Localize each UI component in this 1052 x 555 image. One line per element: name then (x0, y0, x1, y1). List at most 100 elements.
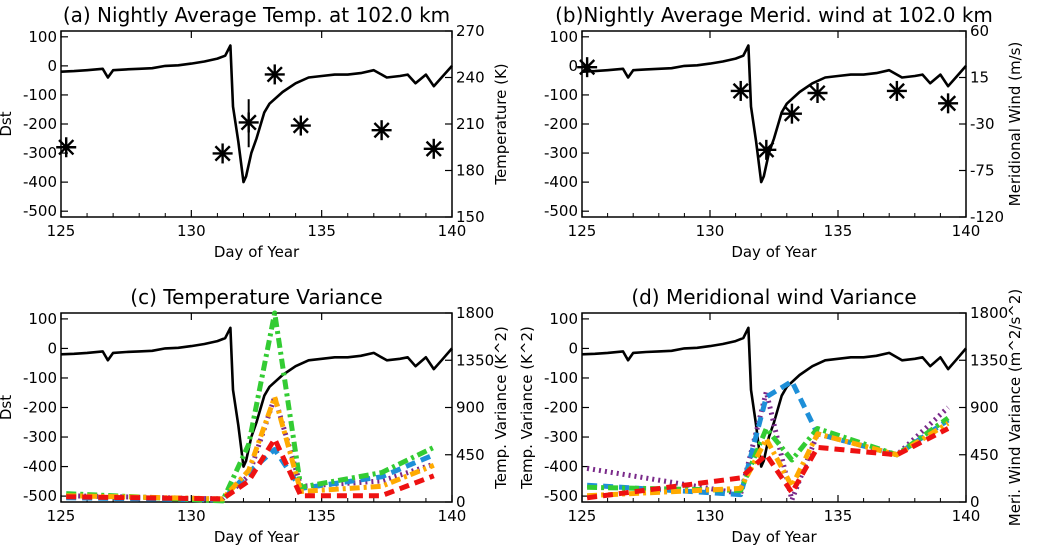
x-tick-label: 140 (438, 507, 467, 525)
asterisk-stroke (425, 140, 442, 157)
asterisk-stroke (240, 114, 257, 131)
asterisk-marker (730, 80, 751, 101)
x-tick-label: 135 (307, 507, 336, 525)
asterisk-stroke (888, 82, 905, 99)
y-left-tick-label: -100 (23, 369, 57, 387)
asterisk-marker (938, 93, 959, 114)
x-tick-label: 135 (824, 222, 853, 240)
asterisk-marker (781, 103, 802, 124)
series-line-blue-dashed (66, 447, 435, 503)
dst-line (581, 326, 967, 468)
y-left-tick-label: -200 (544, 115, 578, 133)
x-axis-label: Day of Year (214, 243, 300, 261)
y-right-tick-label: 450 (456, 446, 485, 464)
asterisk-stroke (58, 139, 75, 156)
asterisk-stroke (214, 145, 231, 162)
y-left-tick-label: -300 (23, 144, 57, 162)
chart-title: (b)Nightly Average Merid. wind at 102.0 … (555, 3, 993, 27)
x-tick-label: 125 (568, 222, 597, 240)
asterisk-stroke (732, 82, 749, 99)
y-left-axis-label: Dst (0, 111, 15, 136)
y-right-tick-label: 150 (456, 208, 485, 226)
y-left-tick-label: 0 (568, 339, 578, 357)
y-right-tick-label: 1350 (970, 351, 1008, 369)
asterisk-stroke (579, 59, 596, 76)
y-right-tick-label: 60 (970, 22, 989, 40)
x-axis-label: Day of Year (731, 243, 817, 261)
y-left-tick-label: -200 (23, 115, 57, 133)
y-right-tick-label: 1800 (456, 304, 494, 322)
y-left-tick-label: -100 (544, 369, 578, 387)
asterisk-marker (371, 120, 392, 141)
x-tick-label: 130 (696, 507, 725, 525)
chart-title: (d) Meridional wind Variance (631, 285, 916, 309)
panel-a: (a) Nightly Average Temp. at 102.0 km 125… (0, 3, 510, 261)
x-tick-label: 130 (696, 222, 725, 240)
y-right-tick-label: -120 (970, 208, 1004, 226)
y-right-tick-label: 180 (456, 162, 485, 180)
y-right-tick-label: 450 (970, 446, 999, 464)
y-right-tick-label: -30 (970, 115, 995, 133)
chart-title: (c) Temperature Variance (130, 285, 382, 309)
y-right-tick-label: 900 (456, 399, 485, 417)
asterisk-marker (238, 112, 259, 133)
y-right-axis-label: Temperature (K) (492, 63, 510, 185)
y-left-tick-label: 100 (28, 310, 57, 328)
y-right-tick-label: 0 (456, 493, 466, 511)
y-left-tick-label: -500 (23, 202, 57, 220)
asterisk-marker (886, 80, 907, 101)
asterisk-stroke (940, 95, 957, 112)
y-left-tick-label: 100 (549, 28, 578, 46)
x-tick-label: 125 (47, 222, 76, 240)
panel-c: (c) Temperature Variance 125 130 135 140 Day … (0, 285, 510, 546)
y-left-tick-label: -200 (23, 399, 57, 417)
asterisk-stroke (373, 122, 390, 139)
y-left-tick-label: -400 (23, 458, 57, 476)
y-left-axis-label: Dst (0, 395, 15, 420)
y-right-tick-label: 240 (456, 69, 485, 87)
y-left-tick-label: -300 (544, 144, 578, 162)
y-left-tick-label: -200 (544, 399, 578, 417)
panel-d: (d) Meridional wind Variance 125 130 135 140… (518, 285, 1024, 546)
x-tick-label: 125 (568, 507, 597, 525)
x-tick-label: 130 (177, 507, 206, 525)
y-right-tick-label: 1350 (456, 351, 494, 369)
dst-line (581, 44, 967, 184)
asterisk-marker (264, 64, 285, 85)
asterisk-marker (807, 83, 828, 103)
dst-line (60, 44, 453, 184)
asterisk-stroke (758, 141, 775, 158)
y-left-tick-label: 100 (549, 310, 578, 328)
chart-title: (a) Nightly Average Temp. at 102.0 km (63, 3, 450, 27)
y-right-tick-label: 210 (456, 115, 485, 133)
series-line-orange-dashdot (586, 421, 950, 499)
y-right-tick-label: 900 (970, 399, 999, 417)
y-left-tick-label: 0 (47, 57, 57, 75)
y-left-tick-label: -500 (544, 487, 578, 505)
plot-frame (581, 312, 967, 503)
asterisk-marker (423, 138, 444, 159)
asterisk-marker (212, 143, 233, 164)
y-left-tick-label: -100 (544, 86, 578, 104)
asterisk-stroke (809, 84, 826, 102)
y-right-axis-label: Meridional Wind (m/s) (1006, 42, 1024, 207)
x-axis-label: Day of Year (214, 528, 300, 546)
y-left-tick-label: -400 (23, 173, 57, 191)
x-tick-label: 125 (47, 507, 76, 525)
y-left-axis-label: Temp. Variance (K^2) (518, 326, 536, 490)
asterisk-stroke (783, 105, 800, 122)
x-tick-label: 135 (307, 222, 336, 240)
y-left-tick-label: -500 (23, 487, 57, 505)
x-tick-label: 140 (952, 222, 981, 240)
y-right-tick-label: 15 (970, 69, 989, 87)
y-right-axis-label: Meri. Wind Variance (m^2/s^2) (1006, 289, 1024, 526)
asterisk-marker (56, 137, 77, 158)
asterisk-stroke (266, 66, 283, 83)
x-axis-label: Day of Year (731, 528, 817, 546)
y-left-tick-label: -500 (544, 202, 578, 220)
y-right-axis-label: Temp. Variance (K^2) (492, 326, 510, 490)
y-left-tick-label: -400 (544, 458, 578, 476)
asterisk-marker (577, 57, 598, 78)
y-left-tick-label: 0 (47, 339, 57, 357)
